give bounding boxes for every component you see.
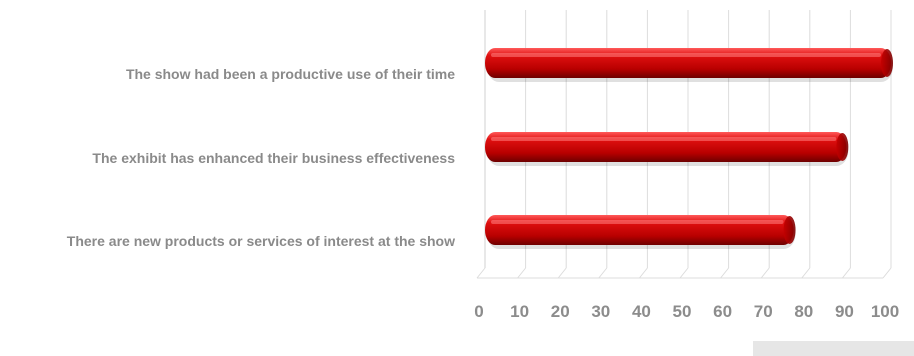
bar <box>485 215 794 245</box>
gridline-floor <box>760 267 770 279</box>
bar-end-cap <box>836 133 849 161</box>
x-tick-label: 0 <box>474 302 483 321</box>
gridline-floor <box>517 267 526 279</box>
x-axis-ticks: 0 10 20 30 40 50 60 70 80 90 100 <box>474 302 899 321</box>
gridline-floor <box>720 267 729 279</box>
gridline-floor <box>679 267 689 279</box>
horizontal-scrollbar[interactable] <box>753 341 914 356</box>
gridline-floor <box>557 267 567 279</box>
gridline-floor <box>639 267 648 279</box>
category-labels: The show had been a productive use of th… <box>67 66 455 249</box>
bar <box>485 48 891 78</box>
category-label: The show had been a productive use of th… <box>126 66 455 82</box>
x-tick-label: 30 <box>591 302 610 321</box>
category-label: There are new products or services of in… <box>67 233 455 249</box>
bar-highlight <box>491 53 881 57</box>
bar-end-cap <box>881 49 893 77</box>
x-tick-label: 20 <box>551 302 570 321</box>
x-tick-label: 40 <box>632 302 651 321</box>
bar-highlight <box>491 220 784 224</box>
bar-highlight <box>491 137 837 141</box>
x-tick-label: 60 <box>713 302 732 321</box>
x-tick-label: 50 <box>673 302 692 321</box>
x-tick-label: 80 <box>794 302 813 321</box>
gridline-floor <box>476 267 486 279</box>
gridline-floor <box>598 267 608 279</box>
category-label: The exhibit has enhanced their business … <box>92 150 455 166</box>
gridline-floor <box>842 267 851 279</box>
bar-end-cap <box>783 216 796 244</box>
x-tick-label: 70 <box>754 302 773 321</box>
x-tick-label: 90 <box>835 302 854 321</box>
bar <box>485 132 847 162</box>
gridline-floor <box>882 267 892 279</box>
bars-group <box>485 48 893 249</box>
x-tick-label: 10 <box>510 302 529 321</box>
x-tick-label: 100 <box>871 302 899 321</box>
gridline-floor <box>801 267 811 279</box>
